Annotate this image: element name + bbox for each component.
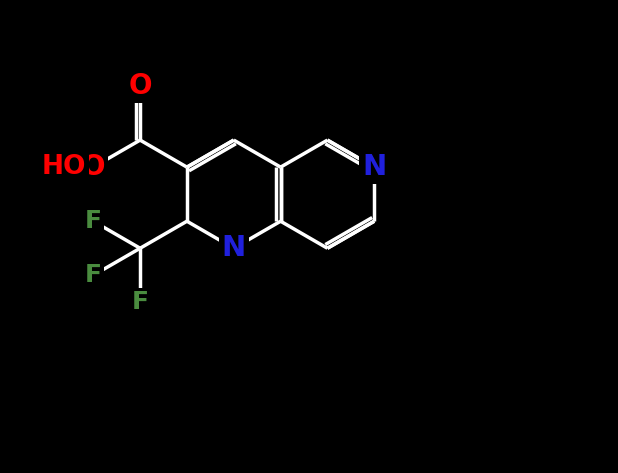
Text: O: O: [82, 153, 105, 181]
Text: HO: HO: [42, 154, 87, 180]
Text: F: F: [85, 209, 102, 233]
Text: F: F: [132, 290, 148, 315]
Text: N: N: [222, 234, 246, 262]
Text: F: F: [85, 263, 102, 287]
Text: N: N: [362, 153, 386, 181]
Text: O: O: [129, 72, 152, 100]
